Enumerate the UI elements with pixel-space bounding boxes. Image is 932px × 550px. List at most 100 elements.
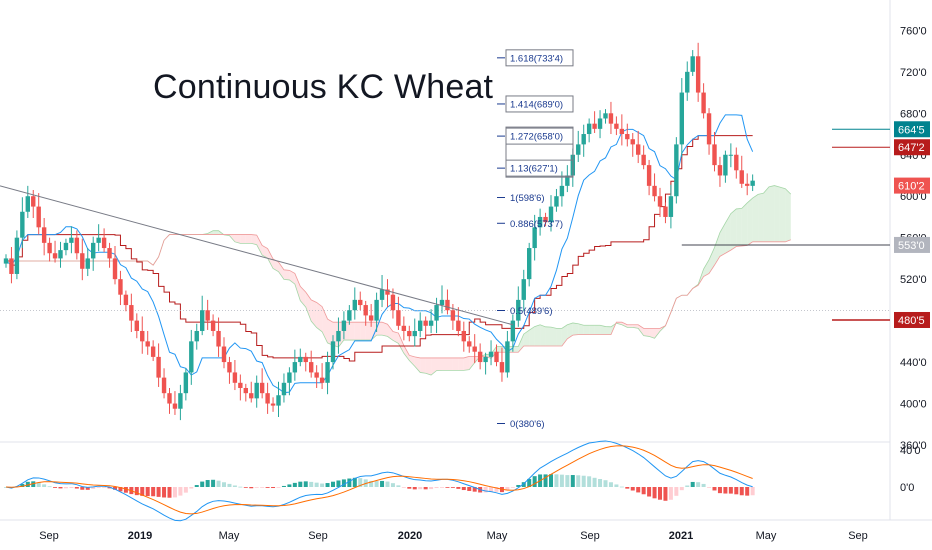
macd-bar — [249, 487, 254, 489]
macd-bar — [172, 487, 177, 498]
candle-body — [723, 154, 728, 176]
cloud-segment — [245, 234, 252, 244]
fib-level-label: 0(380'6) — [510, 419, 545, 430]
candle-body — [646, 165, 652, 186]
macd-bar — [102, 487, 107, 488]
candle-body — [336, 330, 341, 342]
macd-signal-line — [5, 445, 753, 515]
macd-bar — [489, 487, 494, 492]
macd-bar — [641, 487, 646, 495]
macd-bar — [527, 478, 532, 487]
cloud-segment — [262, 245, 268, 259]
cloud-segment — [627, 324, 633, 328]
candle-body — [685, 71, 690, 93]
cloud-segment — [273, 258, 279, 272]
macd-bar — [189, 487, 194, 489]
macd-bar — [434, 487, 439, 489]
macd-bar — [183, 487, 188, 493]
macd-bar — [134, 487, 139, 496]
cloud-segment — [578, 323, 584, 335]
candle-body — [221, 346, 227, 363]
macd-bar — [309, 481, 314, 487]
candle-body — [309, 362, 314, 373]
cloud-segment — [436, 357, 442, 371]
candle-body — [314, 372, 319, 378]
macd-bar — [298, 481, 303, 487]
macd-bar — [603, 480, 608, 487]
candle-body — [712, 144, 717, 166]
candle-body — [745, 183, 750, 186]
cloud-segment — [545, 326, 551, 347]
time-tick-label: 2020 — [398, 530, 422, 542]
macd-bar — [320, 483, 325, 487]
candle-body — [287, 372, 292, 383]
candle-body — [663, 206, 668, 217]
price-tag-bg — [894, 121, 930, 138]
candle-body — [232, 372, 238, 383]
macd-bar — [396, 485, 401, 487]
macd-bar — [658, 487, 662, 500]
macd-bar — [505, 487, 510, 491]
price-tick-label: 520'0 — [900, 274, 927, 286]
candle-body — [249, 393, 254, 399]
candle-body — [548, 206, 554, 223]
price-tag-label: 553'0 — [898, 240, 925, 252]
macd-bar — [265, 487, 270, 488]
macd-bar — [407, 487, 412, 489]
cloud-segment — [654, 328, 660, 339]
macd-bar — [494, 487, 499, 492]
candle-body — [456, 320, 461, 331]
price-tag-bg — [894, 236, 930, 253]
candle-body — [554, 196, 559, 207]
macd-bar — [636, 487, 641, 493]
candle-body — [172, 403, 178, 409]
macd-bar — [287, 484, 292, 487]
candle-body — [592, 123, 597, 129]
cloud-segment — [420, 357, 426, 374]
candle-body — [41, 227, 47, 243]
candle-body — [58, 250, 63, 259]
macd-bar — [200, 481, 205, 487]
macd-bar — [63, 487, 68, 489]
macd-bar — [690, 481, 695, 487]
cloud-segment — [256, 235, 263, 256]
macd-bar — [668, 487, 673, 500]
cloud-segment — [605, 326, 611, 335]
conversion-line — [5, 114, 754, 394]
cloud-segment — [621, 322, 628, 328]
macd-bar — [243, 487, 248, 488]
fib-level-label: 0.5(489'6) — [510, 306, 552, 317]
cloud-segment — [458, 357, 464, 371]
candle-body — [652, 185, 657, 197]
macd-bar — [707, 487, 712, 488]
macd-bar — [723, 487, 728, 494]
macd-bar — [745, 487, 750, 496]
candle-body — [630, 139, 635, 145]
cloud-segment — [371, 322, 377, 341]
time-tick-label: May — [487, 530, 508, 542]
macd-bar — [652, 487, 657, 499]
macd-bar — [80, 487, 85, 490]
time-tick-label: Sep — [580, 530, 600, 542]
candle-body — [243, 387, 248, 394]
macd-bar — [20, 483, 25, 487]
cloud-segment — [512, 346, 519, 353]
macd-bar — [140, 487, 145, 496]
macd-histogram — [4, 474, 755, 501]
candle-body — [91, 242, 96, 259]
candle-body — [467, 341, 472, 347]
cloud-segment — [425, 357, 432, 376]
macd-bar — [461, 487, 466, 491]
fib-level-label: 1.13(627'1) — [510, 164, 558, 175]
candle-body — [418, 320, 423, 331]
candle-body — [167, 393, 172, 404]
cloud-segment — [551, 327, 557, 347]
candle-body — [483, 356, 488, 363]
macd-bar — [276, 487, 281, 488]
candle-body — [85, 258, 90, 269]
candle-body — [20, 211, 25, 238]
cloud-segment — [583, 325, 590, 335]
candle-body — [521, 279, 526, 300]
candle-body — [134, 320, 139, 331]
